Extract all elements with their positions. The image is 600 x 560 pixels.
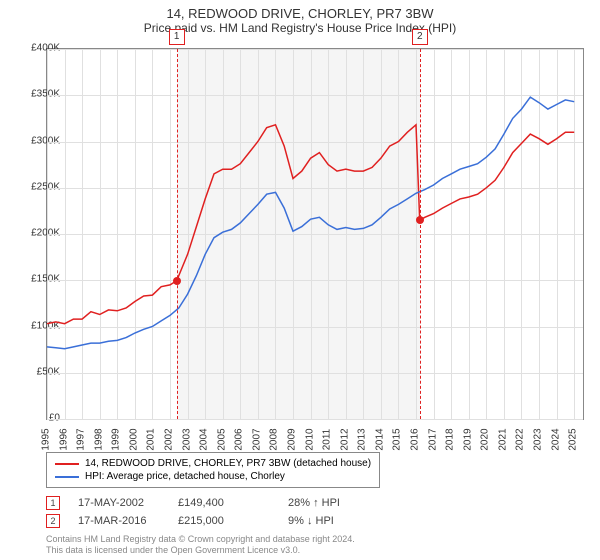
plot-area: 12 <box>46 48 584 420</box>
x-tick-label: 2020 <box>480 428 491 450</box>
sales-cell: £149,400 <box>178 497 288 509</box>
sale-marker-line <box>420 49 421 419</box>
x-tick-label: 2016 <box>410 428 421 450</box>
sales-table: 1 17-MAY-2002£149,40028% ↑ HPI 2 17-MAR-201… <box>46 494 388 530</box>
x-tick-label: 2013 <box>357 428 368 450</box>
legend-swatch <box>55 476 79 478</box>
x-tick-label: 2009 <box>287 428 298 450</box>
sales-marker-box: 1 <box>46 496 60 510</box>
x-tick-label: 2015 <box>392 428 403 450</box>
sale-dot <box>173 277 181 285</box>
x-tick-label: 2001 <box>146 428 157 450</box>
legend-label: HPI: Average price, detached house, Chor… <box>85 471 285 482</box>
x-tick-label: 2024 <box>550 428 561 450</box>
sale-marker-number: 2 <box>412 29 428 45</box>
series-property <box>47 125 574 324</box>
legend-row: HPI: Average price, detached house, Chor… <box>55 470 371 483</box>
legend-swatch <box>55 463 79 465</box>
x-tick-label: 1995 <box>41 428 52 450</box>
x-tick-label: 2021 <box>497 428 508 450</box>
sales-marker-box: 2 <box>46 514 60 528</box>
x-tick-label: 2011 <box>322 429 333 451</box>
legend-label: 14, REDWOOD DRIVE, CHORLEY, PR7 3BW (det… <box>85 458 371 469</box>
footer-line: Contains HM Land Registry data © Crown c… <box>46 534 355 545</box>
sales-cell: £215,000 <box>178 515 288 527</box>
x-tick-label: 2002 <box>164 428 175 450</box>
chart-subtitle: Price paid vs. HM Land Registry's House … <box>0 21 600 39</box>
chart-title: 14, REDWOOD DRIVE, CHORLEY, PR7 3BW <box>0 0 600 21</box>
footer-line: This data is licensed under the Open Gov… <box>46 545 355 556</box>
x-tick-label: 2022 <box>515 428 526 450</box>
x-tick-label: 2023 <box>533 428 544 450</box>
x-tick-label: 2012 <box>339 428 350 450</box>
sales-cell: 28% ↑ HPI <box>288 497 388 509</box>
series-hpi <box>47 97 574 349</box>
sales-row: 1 17-MAY-2002£149,40028% ↑ HPI <box>46 494 388 512</box>
x-tick-label: 2010 <box>304 428 315 450</box>
sale-marker-number: 1 <box>169 29 185 45</box>
x-tick-label: 2008 <box>269 428 280 450</box>
sales-cell: 9% ↓ HPI <box>288 515 388 527</box>
chart-svg <box>47 49 583 419</box>
x-tick-label: 2017 <box>427 428 438 450</box>
sales-row: 2 17-MAR-2016£215,0009% ↓ HPI <box>46 512 388 530</box>
x-tick-label: 2005 <box>216 428 227 450</box>
footer-attribution: Contains HM Land Registry data © Crown c… <box>46 534 355 556</box>
x-tick-label: 2025 <box>568 428 579 450</box>
x-tick-label: 1999 <box>111 428 122 450</box>
x-tick-label: 2014 <box>374 428 385 450</box>
sale-marker-line <box>177 49 178 419</box>
x-tick-label: 2007 <box>251 428 262 450</box>
x-tick-label: 1997 <box>76 428 87 450</box>
legend-row: 14, REDWOOD DRIVE, CHORLEY, PR7 3BW (det… <box>55 457 371 470</box>
x-tick-label: 2004 <box>199 428 210 450</box>
x-tick-label: 2003 <box>181 428 192 450</box>
sales-cell: 17-MAR-2016 <box>78 515 178 527</box>
x-tick-label: 1996 <box>58 428 69 450</box>
x-tick-label: 1998 <box>93 428 104 450</box>
sale-dot <box>416 216 424 224</box>
legend-box: 14, REDWOOD DRIVE, CHORLEY, PR7 3BW (det… <box>46 452 380 488</box>
x-tick-label: 2018 <box>445 428 456 450</box>
sales-cell: 17-MAY-2002 <box>78 497 178 509</box>
x-tick-label: 2019 <box>462 428 473 450</box>
x-tick-label: 2000 <box>128 428 139 450</box>
x-tick-label: 2006 <box>234 428 245 450</box>
chart-container: 14, REDWOOD DRIVE, CHORLEY, PR7 3BW Pric… <box>0 0 600 560</box>
